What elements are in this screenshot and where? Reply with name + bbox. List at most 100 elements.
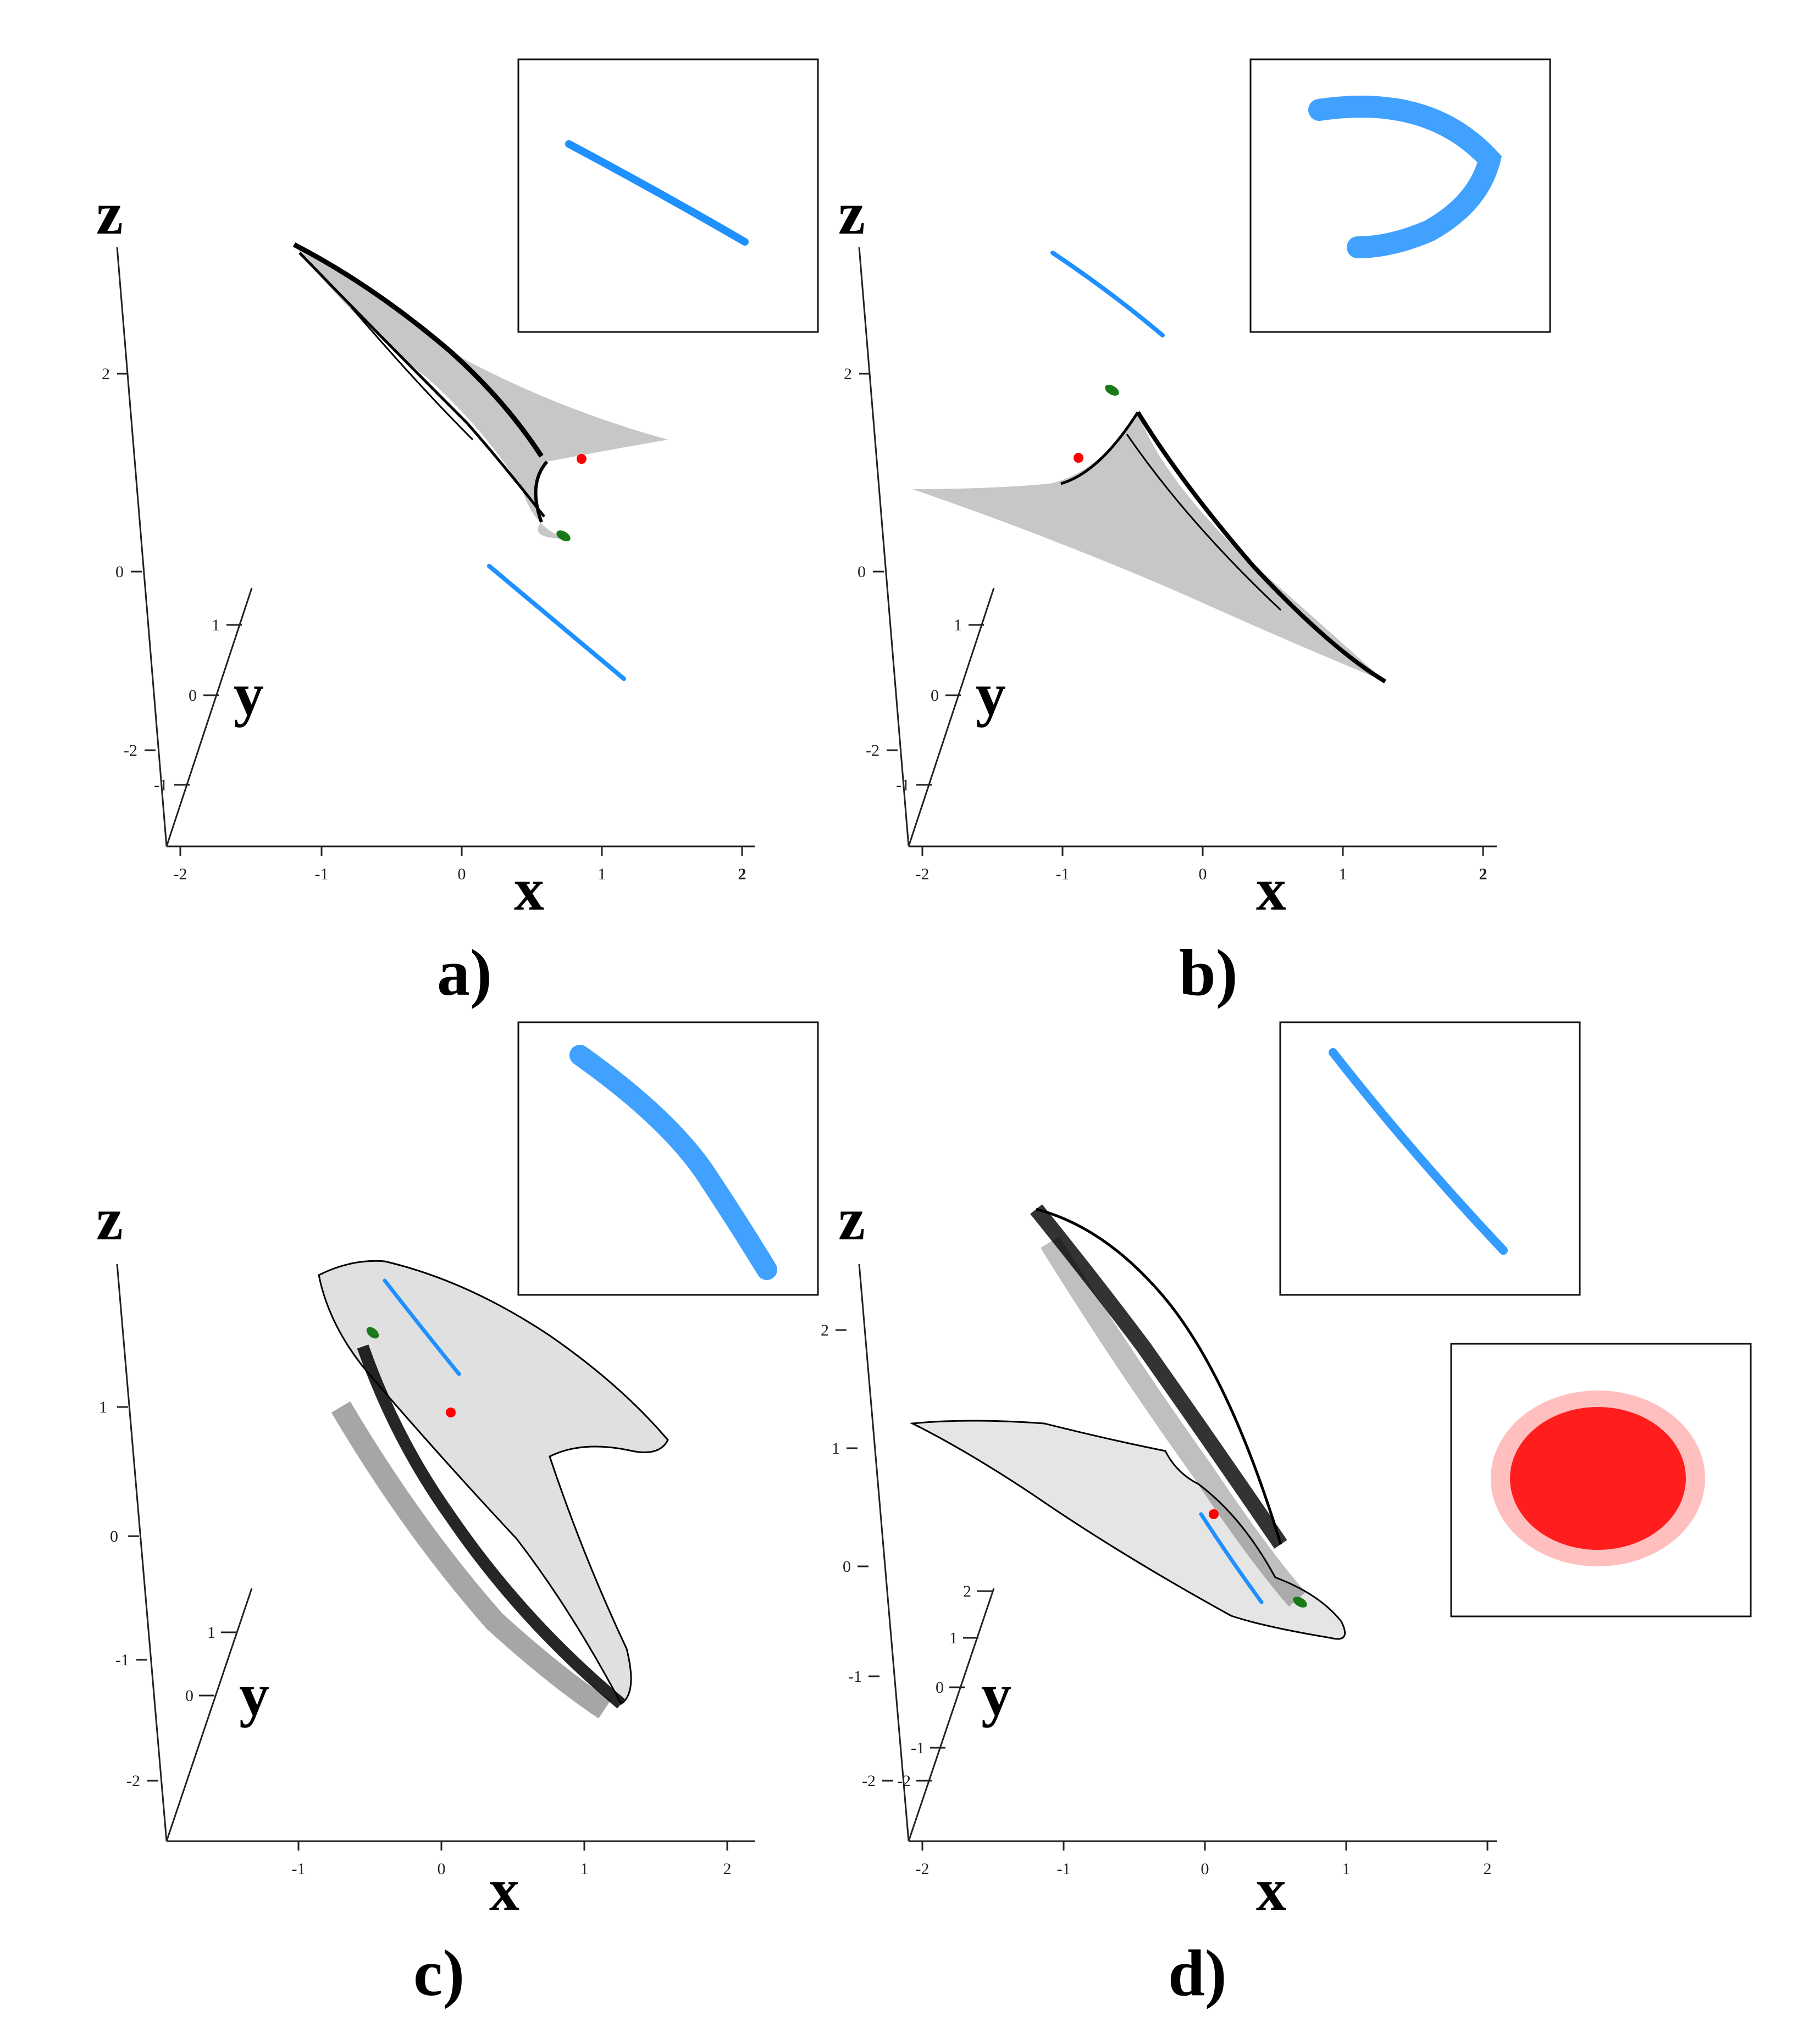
- panel-d-attractor-band: [1040, 1236, 1306, 1607]
- panel-b-y-axis: [908, 588, 995, 847]
- panel-a-z-axis-label: z: [96, 180, 123, 247]
- panel-b-label: b): [1179, 936, 1238, 1009]
- panel-b-x-tick-label: 0: [1199, 865, 1207, 883]
- panel-a-x-tick-label: -2: [174, 865, 187, 883]
- panel-d-attractor-band: [1036, 1207, 1282, 1545]
- panel-b-attractor: [912, 411, 1387, 684]
- panel-c-z-tick-label: 1: [99, 1398, 107, 1416]
- panel-a-z-tick-label: 0: [115, 563, 124, 581]
- panel-c-x-tick-label: 2: [723, 1860, 732, 1878]
- panel-c-attractor-outline: [318, 1260, 669, 1705]
- panel-d-y-tick-label: -2: [897, 1772, 911, 1790]
- panel-b-y-tick-label: -1: [896, 776, 910, 794]
- panel-b-x-axis-label: x: [1256, 856, 1286, 923]
- panel-c-attractor-band: [357, 1344, 626, 1709]
- panel-c-y-axis: [165, 1588, 253, 1842]
- panel-d-x-tick-label: -1: [1057, 1860, 1071, 1878]
- panel-c-z-axis-label: z: [96, 1185, 123, 1253]
- panel-d-x-tick-label: 2: [1484, 1860, 1492, 1878]
- panel-c-label: c): [413, 1936, 464, 2009]
- panel-a-y-axis-label: y: [234, 661, 264, 728]
- panel-b-attractor-edge: [1060, 411, 1139, 485]
- panel-d-z-axis: [858, 1264, 910, 1842]
- panel-c-z-axis: [116, 1264, 168, 1842]
- panel-a-attractor-fill: [294, 245, 668, 539]
- panel-a-x-tick-label: 2: [738, 865, 746, 883]
- panel-b-attractor-edge: [1136, 411, 1387, 684]
- panel-a-x-tick-label: 1: [598, 865, 606, 883]
- panel-a-attractor-edge: [298, 252, 545, 518]
- panel-b-z-tick-label: 0: [858, 563, 866, 581]
- panel-a-attractor-edge: [351, 307, 474, 441]
- panel-a-z-tick-label: 2: [102, 365, 110, 383]
- panel-a-y-tick-label: 0: [189, 686, 197, 705]
- panel-d-z-tick-label: 2: [821, 1321, 829, 1339]
- panel-d: -2 -1 0 1 2 2 1 0 -1 -2 2 1 0 -1 -2 z y …: [821, 1021, 1752, 2009]
- panel-d-inset-2-cloud: [1510, 1407, 1686, 1550]
- panel-c-attractor: [318, 1260, 669, 1719]
- panel-a-z-axis: [116, 247, 168, 847]
- panel-d-attractor-band: [1030, 1204, 1287, 1549]
- panel-b-x-tick-label: -2: [916, 865, 930, 883]
- panel-a-z-tick-label: -2: [124, 741, 137, 760]
- panel-d-y-tick-label: 2: [963, 1582, 971, 1600]
- panel-b-green-point: [1105, 385, 1119, 396]
- panel-a-blue-cloud: [487, 564, 626, 681]
- panel-c-green-point: [366, 1327, 379, 1339]
- panel-c-x-tick-label: 1: [580, 1860, 589, 1878]
- panel-d-y-axis-label: y: [981, 1661, 1011, 1728]
- panel-c-axes: [116, 1264, 755, 1851]
- panel-c-red-point: [446, 1408, 456, 1417]
- panel-c-blue-cloud: [383, 1278, 461, 1376]
- panel-c-inset-cloud: [569, 1045, 777, 1280]
- panel-c-inset: [517, 1021, 819, 1296]
- panel-a-y-tick-label: 1: [212, 616, 220, 634]
- panel-c-y-tick-label: 0: [185, 1687, 193, 1705]
- panel-d-inset-1: [1279, 1021, 1581, 1296]
- panel-b-inset-cloud: [1308, 96, 1502, 258]
- panel-d-label: d): [1168, 1936, 1227, 2009]
- panel-d-y-tick-label: 1: [949, 1629, 958, 1647]
- panel-d-y-tick-label: 0: [936, 1678, 944, 1697]
- panel-b-inset: [1249, 58, 1551, 333]
- panel-b-red-point: [1074, 453, 1083, 463]
- panel-a-x-tick-label: 0: [458, 865, 466, 883]
- panel-a-x-tick-label: -1: [315, 865, 329, 883]
- panel-d-red-point: [1209, 1509, 1219, 1519]
- panel-d-x-tick-label: -2: [916, 1860, 930, 1878]
- panel-b-z-axis: [858, 247, 910, 847]
- panel-c-y-axis-label: y: [239, 1661, 269, 1728]
- panel-b-attractor-edge: [1126, 434, 1282, 611]
- panel-b-x-tick-label: 1: [1339, 865, 1347, 883]
- panel-c-x-axis-label: x: [489, 1856, 519, 1923]
- panel-b-y-tick-label: 1: [954, 616, 962, 634]
- panel-a-x-axis-label: x: [514, 856, 544, 923]
- panel-d-z-axis-label: z: [838, 1185, 865, 1253]
- panel-a-axes: [116, 247, 755, 856]
- panel-d-y-axis: [908, 1588, 995, 1842]
- panel-d-attractor: [909, 1204, 1346, 1640]
- panel-b-y-tick-label: 0: [931, 686, 939, 705]
- panel-d-z-tick-label: -2: [862, 1772, 876, 1790]
- panel-c-x-tick-label: 0: [438, 1860, 446, 1878]
- panel-b-x-tick-label: -1: [1056, 865, 1070, 883]
- panel-c-y-tick-label: 1: [207, 1624, 215, 1642]
- panel-c-z-tick-label: -1: [115, 1651, 129, 1669]
- panel-d-y-tick-label: -1: [911, 1739, 925, 1757]
- panel-d-inset-1-cloud: [1329, 1048, 1508, 1255]
- panel-b-z-tick-label: 2: [844, 365, 852, 383]
- panel-b-y-axis-label: y: [976, 661, 1006, 728]
- panel-d-inset-2: [1450, 1343, 1752, 1617]
- panel-c: -1 0 1 2 1 0 -1 -2 1 0 z y x c): [96, 1021, 819, 2009]
- panel-b-attractor-fill: [912, 412, 1385, 682]
- panel-d-x-axis-label: x: [1256, 1856, 1286, 1923]
- panel-d-z-tick-label: 0: [843, 1558, 851, 1576]
- panel-d-inset-1-frame: [1279, 1021, 1581, 1296]
- panel-a-y-axis: [165, 588, 253, 847]
- panel-a-inset: [517, 58, 819, 333]
- panel-d-x-tick-label: 0: [1201, 1860, 1209, 1878]
- panel-d-axes: [836, 1264, 1497, 1851]
- panel-b-z-axis-label: z: [838, 180, 865, 247]
- panel-d-attractor-outline: [909, 1420, 1346, 1640]
